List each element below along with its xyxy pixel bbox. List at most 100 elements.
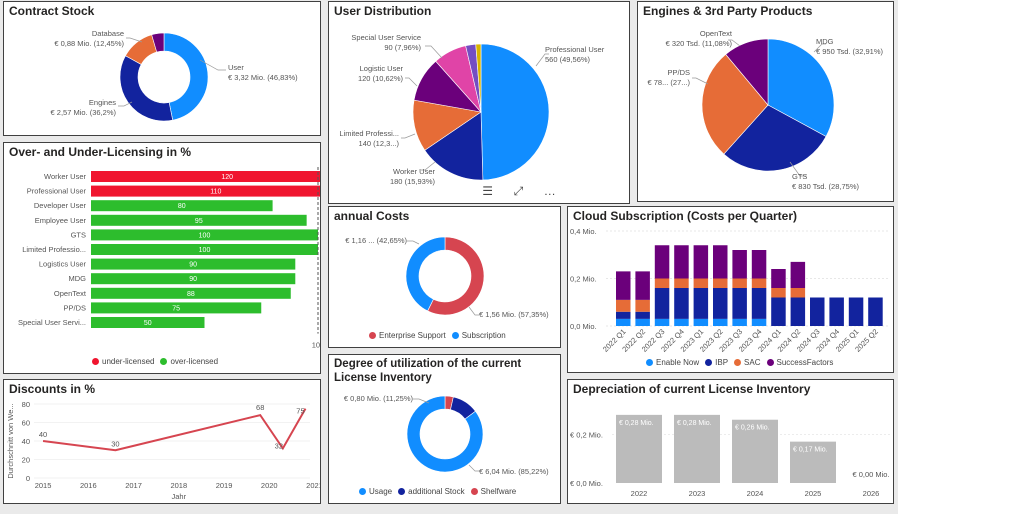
legend-item[interactable]: additional Stock <box>398 487 465 496</box>
bar[interactable] <box>91 317 205 328</box>
stacked-bar-segment[interactable] <box>790 297 806 327</box>
depreciation-bar-chart[interactable]: € 0,2 Mio. € 0,0 Mio. € 0,28 Mio. 2022 € 0,2… <box>568 380 894 504</box>
stacked-bar-segment[interactable] <box>635 299 650 312</box>
stacked-bar-segment[interactable] <box>635 271 650 300</box>
stacked-bar-segment[interactable] <box>848 297 864 327</box>
contract-stock-card[interactable]: Contract Stock User € 3,32 Mio. (46,83%) E… <box>3 1 321 136</box>
legend-item[interactable]: Subscription <box>451 331 506 340</box>
stacked-bar-segment[interactable] <box>635 311 650 319</box>
legend-item[interactable]: IBP <box>705 358 728 367</box>
stacked-bar-segment[interactable] <box>654 245 670 279</box>
stacked-bar-segment[interactable] <box>616 271 631 300</box>
stacked-bar-segment[interactable] <box>713 318 728 326</box>
bar[interactable] <box>91 229 318 241</box>
stacked-bar-segment[interactable] <box>868 297 883 327</box>
legend-item[interactable]: Enterprise Support <box>369 331 446 340</box>
stacked-bar-segment[interactable] <box>616 318 631 326</box>
pie-slice[interactable] <box>151 32 165 53</box>
licensing-bar-chart[interactable]: Worker User 120 Professional User 110 Develo… <box>4 143 321 374</box>
bar[interactable] <box>91 200 273 212</box>
filter-icon[interactable]: ☰ <box>482 184 494 198</box>
pie-slice[interactable] <box>424 111 484 181</box>
pie-slice[interactable] <box>723 104 827 172</box>
bar[interactable] <box>91 244 318 255</box>
stacked-bar-segment[interactable] <box>790 261 806 288</box>
discounts-card[interactable]: Discounts in % 80 60 40 20 0 2015 2016 2017 2018… <box>3 379 321 504</box>
legend-item[interactable]: SuccessFactors <box>766 358 833 367</box>
legend-item[interactable]: Usage <box>359 487 392 496</box>
stacked-bar-segment[interactable] <box>654 318 670 326</box>
stacked-bar-segment[interactable] <box>713 288 728 319</box>
stacked-bar-segment[interactable] <box>674 245 689 279</box>
stacked-bar-segment[interactable] <box>713 278 728 289</box>
legend-item[interactable]: Enable Now <box>646 358 699 367</box>
bar[interactable] <box>732 419 778 483</box>
stacked-bar-segment[interactable] <box>693 278 709 289</box>
stacked-bar-segment[interactable] <box>732 278 747 289</box>
stacked-bar-segment[interactable] <box>732 318 747 326</box>
utilization-donut[interactable]: € 0,80 Mio. (11,25%) € 6,04 Mio. (85,22%) <box>329 355 561 504</box>
stacked-bar-segment[interactable] <box>654 288 670 319</box>
annual-costs-card[interactable]: annual Costs € 1,16 ... (42,65%) € 1,56 M… <box>328 206 561 348</box>
pie-slice[interactable] <box>767 38 835 137</box>
pie-slice[interactable] <box>725 38 769 106</box>
stacked-bar-segment[interactable] <box>635 318 650 326</box>
bar[interactable] <box>91 185 321 197</box>
stacked-bar-segment[interactable] <box>751 278 767 289</box>
discounts-line-chart[interactable]: 80 60 40 20 0 2015 2016 2017 2018 2019 2020 2021 Jah… <box>4 380 321 504</box>
stacked-bar-segment[interactable] <box>771 297 786 327</box>
bar[interactable] <box>91 287 291 299</box>
stacked-bar-segment[interactable] <box>674 278 689 289</box>
stacked-bar-segment[interactable] <box>751 250 767 279</box>
engines-pie[interactable]: OpenText€ 320 Tsd. (11,08%) PP/DS€ 78... … <box>638 2 894 202</box>
bar[interactable] <box>91 273 296 285</box>
focus-mode-icon[interactable]: ⤢ <box>513 183 524 198</box>
stacked-bar-segment[interactable] <box>616 311 631 319</box>
stacked-bar-segment[interactable] <box>674 318 689 326</box>
engines-card[interactable]: Engines & 3rd Party Products OpenText € 3… <box>637 1 894 202</box>
pie-slice[interactable] <box>163 32 209 121</box>
bar[interactable] <box>616 414 662 483</box>
legend-item[interactable]: Shelfware <box>470 487 516 496</box>
pie-slice[interactable] <box>406 395 484 473</box>
more-options-icon[interactable]: … <box>543 184 556 198</box>
stacked-bar-segment[interactable] <box>674 288 689 319</box>
stacked-bar-segment[interactable] <box>751 318 767 326</box>
user-distribution-card[interactable]: User Distribution Special User Service 90… <box>328 1 630 204</box>
bar[interactable] <box>91 302 262 314</box>
stacked-bar-segment[interactable] <box>829 297 844 327</box>
stacked-bar-segment[interactable] <box>771 269 786 288</box>
pie-slice[interactable] <box>405 236 446 312</box>
series-line[interactable] <box>42 408 307 452</box>
bar[interactable] <box>91 214 307 226</box>
bar[interactable] <box>674 414 720 483</box>
cloud-subscription-card[interactable]: Cloud Subscription (Costs per Quarter) 0… <box>567 206 894 373</box>
bar[interactable] <box>91 171 321 182</box>
stacked-bar-segment[interactable] <box>693 318 709 326</box>
legend-item[interactable]: SAC <box>734 358 761 367</box>
stacked-bar-segment[interactable] <box>693 288 709 319</box>
pie-slice[interactable] <box>119 55 174 122</box>
contract-stock-donut[interactable]: User€ 3,32 Mio. (46,83%) Engines€ 2,57 Mi… <box>4 2 321 136</box>
bar[interactable] <box>91 258 296 270</box>
pie-slice[interactable] <box>427 236 485 316</box>
stacked-bar-segment[interactable] <box>790 288 806 298</box>
pie-slice[interactable] <box>701 53 769 155</box>
legend-item[interactable]: under-licensed <box>92 357 154 366</box>
legend-item[interactable]: over-licensed <box>160 357 218 366</box>
stacked-bar-segment[interactable] <box>751 288 767 319</box>
stacked-bar-segment[interactable] <box>616 299 631 312</box>
stacked-bar-segment[interactable] <box>654 278 670 289</box>
pie-slice[interactable] <box>475 43 482 113</box>
stacked-bar-segment[interactable] <box>732 288 747 319</box>
annual-costs-donut[interactable]: € 1,16 ... (42,65%) € 1,56 Mio. (57,35%) <box>329 207 561 348</box>
stacked-bar-segment[interactable] <box>810 297 825 327</box>
licensing-card[interactable]: Over- and Under-Licensing in % Worker Us… <box>3 142 321 374</box>
pie-slice[interactable] <box>480 43 550 181</box>
depreciation-card[interactable]: Depreciation of current License Inventor… <box>567 379 894 504</box>
stacked-bar-segment[interactable] <box>693 245 709 279</box>
stacked-bar-segment[interactable] <box>732 250 747 279</box>
bar[interactable] <box>790 441 836 483</box>
